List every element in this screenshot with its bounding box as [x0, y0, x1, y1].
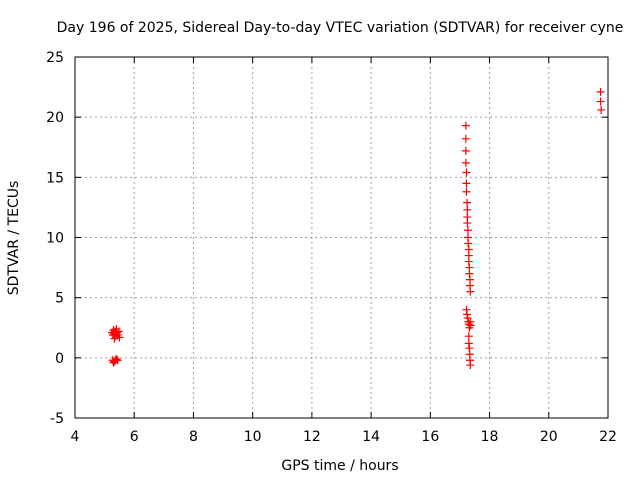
- data-point: [462, 168, 471, 177]
- y-tick-label: 15: [46, 170, 64, 186]
- data-point: [461, 146, 470, 155]
- data-point: [463, 198, 472, 207]
- x-tick-label: 10: [244, 429, 262, 445]
- data-point: [112, 355, 121, 364]
- data-point: [115, 333, 124, 342]
- grid-layer: [75, 57, 608, 418]
- points-layer: [108, 87, 606, 370]
- data-point: [461, 134, 470, 143]
- data-point: [466, 361, 475, 370]
- tick-layer: 4 6 8 10 12 14 16 18 20 22 -5 0 5 10 15 20 25: [46, 50, 617, 445]
- y-tick-label: 20: [46, 110, 64, 126]
- y-tick-label: 0: [55, 351, 64, 367]
- data-point: [461, 158, 470, 167]
- y-tick-label: 10: [46, 231, 64, 247]
- data-point: [462, 179, 471, 188]
- x-tick-label: 22: [599, 429, 617, 445]
- x-tick-label: 8: [189, 429, 198, 445]
- data-point: [596, 87, 605, 96]
- x-tick-label: 20: [540, 429, 558, 445]
- data-point: [113, 356, 122, 365]
- chart-title: Day 196 of 2025, Sidereal Day-to-day VTE…: [57, 20, 624, 36]
- y-tick-label: 5: [55, 291, 64, 307]
- data-point: [463, 226, 472, 235]
- data-point: [463, 205, 472, 214]
- x-tick-label: 18: [481, 429, 499, 445]
- data-point: [461, 121, 470, 130]
- x-tick-label: 14: [362, 429, 380, 445]
- x-tick-label: 6: [130, 429, 139, 445]
- x-tick-label: 12: [303, 429, 321, 445]
- data-point: [462, 187, 471, 196]
- y-tick-label: -5: [50, 411, 64, 427]
- x-tick-label: 16: [421, 429, 439, 445]
- data-point: [463, 219, 472, 228]
- data-point: [464, 332, 473, 341]
- data-point: [110, 334, 119, 343]
- y-axis-label: SDTVAR / TECUs: [6, 181, 22, 296]
- data-point: [596, 97, 605, 106]
- data-point: [466, 321, 475, 330]
- x-axis-label: GPS time / hours: [281, 458, 398, 474]
- data-point: [466, 287, 475, 296]
- data-point: [597, 105, 606, 114]
- y-tick-label: 25: [46, 50, 64, 66]
- x-tick-label: 4: [71, 429, 80, 445]
